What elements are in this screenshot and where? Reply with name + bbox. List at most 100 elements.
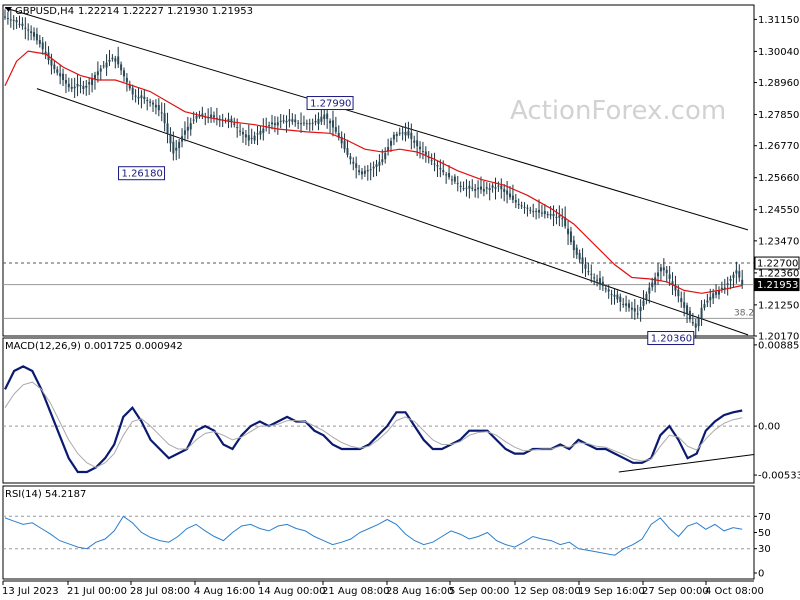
price-tick-label: 1.27850 (758, 110, 799, 121)
macd-tick-label: -0.005334 (758, 471, 800, 482)
candle-body (233, 123, 236, 125)
candle-body (210, 114, 213, 118)
channel-line (4, 7, 749, 231)
candle-body (369, 169, 372, 171)
macd-panel[interactable] (3, 365, 755, 474)
time-tick-label: 13 Jul 2023 (2, 586, 59, 597)
candle-body (352, 161, 355, 164)
candle-body (416, 140, 419, 147)
candle-body (360, 171, 363, 175)
price-tick-label: 1.30040 (758, 47, 799, 58)
candle-body (479, 186, 482, 190)
candle-body (735, 270, 738, 274)
candle-body (21, 23, 24, 26)
axis-layer: 1.31150 1.30040 1.28960 1.27850 1.26770 1.256… (2, 15, 800, 597)
candle-body (395, 134, 398, 136)
candle-body (178, 141, 181, 149)
price-tick-label: 1.26770 (758, 141, 799, 152)
candle-body (645, 294, 648, 300)
price-panel[interactable]: 38.2 1.27990 1.26180 1.20360 (3, 7, 754, 346)
candle-body (439, 167, 442, 170)
candle-body (337, 132, 340, 138)
candle-body (540, 212, 543, 214)
candle-body (448, 172, 451, 178)
candle-body (64, 79, 67, 84)
price-tick-label: 1.22360 (758, 268, 799, 279)
candle-body (633, 308, 636, 312)
candle-body (526, 207, 529, 209)
candle-body (482, 189, 485, 192)
time-tick-label: 4 Aug 16:00 (194, 586, 255, 597)
candle-body (445, 174, 448, 176)
candle-body (186, 126, 189, 131)
candle-body (120, 64, 123, 71)
candle-body (593, 277, 596, 279)
candle-body (157, 105, 160, 111)
candle-body (355, 163, 358, 168)
time-tick-label: 12 Sep 08:00 (514, 586, 581, 597)
candle-body (99, 68, 102, 72)
candle-body (456, 183, 459, 185)
candle-body (686, 305, 689, 314)
candle-body (117, 56, 120, 65)
candle-body (76, 83, 79, 87)
annotation-label: 1.20360 (651, 334, 692, 345)
candle-body (485, 187, 488, 189)
candle-body (726, 283, 729, 285)
candle-body (677, 289, 680, 297)
candle-body (503, 188, 506, 192)
rsi-tick-label: 50 (758, 528, 771, 539)
candle-body (163, 113, 166, 124)
candle-body (697, 317, 700, 327)
candle-body (616, 294, 619, 300)
candle-body (143, 96, 146, 100)
candle-body (91, 78, 94, 85)
candle-body (430, 160, 433, 162)
rsi-panel[interactable] (3, 515, 754, 556)
candle-body (424, 151, 427, 155)
candle-body (166, 123, 169, 134)
candle-body (326, 113, 329, 119)
candle-body (433, 163, 436, 165)
time-tick-label: 14 Aug 00:00 (258, 586, 325, 597)
candle-body (27, 29, 30, 31)
candle-body (581, 257, 584, 265)
candle-body (625, 303, 628, 306)
candle-body (294, 119, 297, 123)
candle-body (659, 267, 662, 272)
candle-body (543, 210, 546, 215)
candle-body (610, 294, 613, 296)
annotation-label: 1.26180 (122, 169, 163, 180)
candle-body (82, 85, 85, 89)
candle-body (160, 112, 163, 114)
candle-body (349, 156, 352, 160)
dropdown-triangle-icon[interactable] (5, 7, 12, 12)
candle-body (511, 195, 514, 200)
candle-body (654, 277, 657, 285)
time-tick-label: 28 Jul 08:00 (130, 586, 190, 597)
candle-body (474, 189, 477, 191)
candle-body (381, 159, 384, 163)
candle-body (146, 99, 149, 101)
candle-body (15, 19, 18, 23)
candle-body (108, 59, 111, 62)
candle-body (413, 140, 416, 143)
candle-body (619, 296, 622, 302)
candle-body (523, 206, 526, 208)
candle-body (212, 115, 215, 118)
candle-body (720, 287, 723, 290)
candle-body (154, 104, 157, 108)
candle-body (741, 279, 744, 285)
candle-body (546, 214, 549, 216)
candle-body (392, 134, 395, 140)
candle-body (419, 146, 422, 150)
candle-body (41, 42, 44, 50)
symbol-label: GBPUSD,H4 (15, 6, 74, 17)
candle-body (706, 300, 709, 303)
candle-body (302, 122, 305, 124)
macd-tick-label: 0.00885 (758, 340, 799, 351)
candle-body (421, 151, 424, 153)
candle-body (639, 307, 642, 312)
candle-body (462, 188, 465, 190)
